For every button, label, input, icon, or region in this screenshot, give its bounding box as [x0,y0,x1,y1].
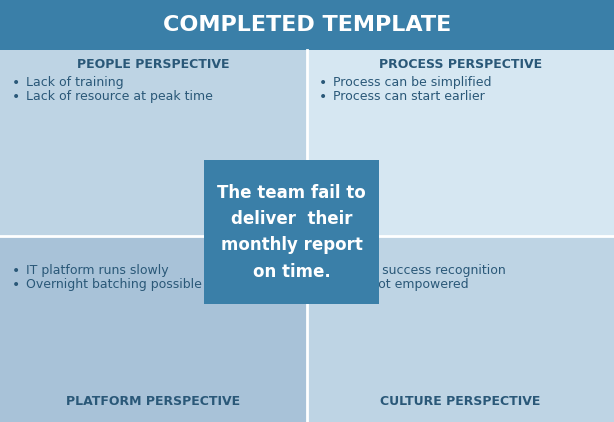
Text: CULTURE PERSPECTIVE: CULTURE PERSPECTIVE [380,395,541,408]
Bar [307,236,614,422]
Text: PLATFORM PERSPECTIVE: PLATFORM PERSPECTIVE [66,395,241,408]
Text: Lack of training: Lack of training [26,76,123,89]
Bar [307,50,614,236]
Text: COMPLETED TEMPLATE: COMPLETED TEMPLATE [163,15,451,35]
Text: PROCESS PERSPECTIVE: PROCESS PERSPECTIVE [379,58,542,71]
Text: •: • [12,76,20,90]
Text: •: • [12,278,20,292]
Text: Lack of resource at peak time: Lack of resource at peak time [26,90,213,103]
Text: Team not empowered: Team not empowered [333,278,468,291]
Text: •: • [319,278,327,292]
Bar [0,50,307,236]
Text: Overnight batching possible: Overnight batching possible [26,278,202,291]
Bar [0,236,307,422]
Text: IT platform runs slowly: IT platform runs slowly [26,264,169,277]
Text: •: • [319,90,327,104]
Text: Process can start earlier: Process can start earlier [333,90,484,103]
Bar [0,0,614,50]
Text: •: • [319,264,327,278]
Text: PEOPLE PERSPECTIVE: PEOPLE PERSPECTIVE [77,58,230,71]
Text: •: • [12,90,20,104]
Bar [204,160,379,304]
Text: •: • [12,264,20,278]
Text: The team fail to
deliver  their
monthly report
on time.: The team fail to deliver their monthly r… [217,184,366,281]
Text: Process can be simplified: Process can be simplified [333,76,491,89]
Text: Lack of success recognition: Lack of success recognition [333,264,506,277]
Text: •: • [319,76,327,90]
